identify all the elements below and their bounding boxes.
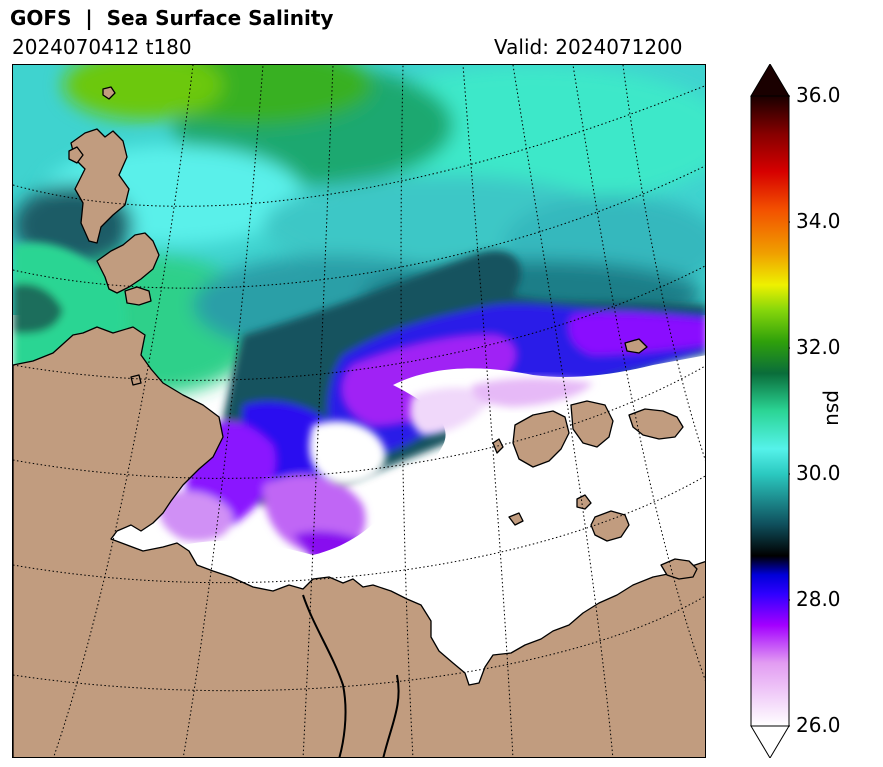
island-south [96,232,160,294]
colorbar [750,64,790,758]
colorbar-extend-min [750,725,790,758]
island-tail [124,286,152,306]
colorbar-tick-label: 26.0 [796,713,841,737]
island-east-3 [628,408,684,440]
land [13,86,705,757]
island-north [70,128,130,244]
map-title: GOFS | Sea Surface Salinity [10,6,334,30]
colorbar-ticks [789,95,790,727]
colorbar-tick-label: 34.0 [796,209,841,233]
island-small-5 [130,374,142,386]
island-small-nw [68,146,84,164]
colorbar-tick-label: 28.0 [796,587,841,611]
mainland [13,326,705,757]
colorbar-unit-label: psu [822,390,846,426]
colorbar-tick-label: 30.0 [796,461,841,485]
colorbar-extend-max [750,64,790,97]
island-small-3 [508,512,524,526]
salinity-map[interactable] [12,64,706,758]
graticule [13,65,705,757]
island-east-2 [570,400,614,448]
colorbar-body [750,95,790,727]
island-east-1 [512,410,570,468]
rivers [302,594,400,757]
island-east-4 [590,510,630,542]
model-run-label: 2024070412 t180 [12,35,192,59]
island-east-5 [660,558,698,580]
colorbar-tick-label: 36.0 [796,83,841,107]
salinity-map-canvas [13,65,705,757]
island-small-1 [576,494,592,510]
valid-time-label: Valid: 2024071200 [494,35,683,59]
island-east-6 [624,338,648,354]
colorbar-tick-label: 32.0 [796,335,841,359]
island-small-4 [102,86,116,100]
